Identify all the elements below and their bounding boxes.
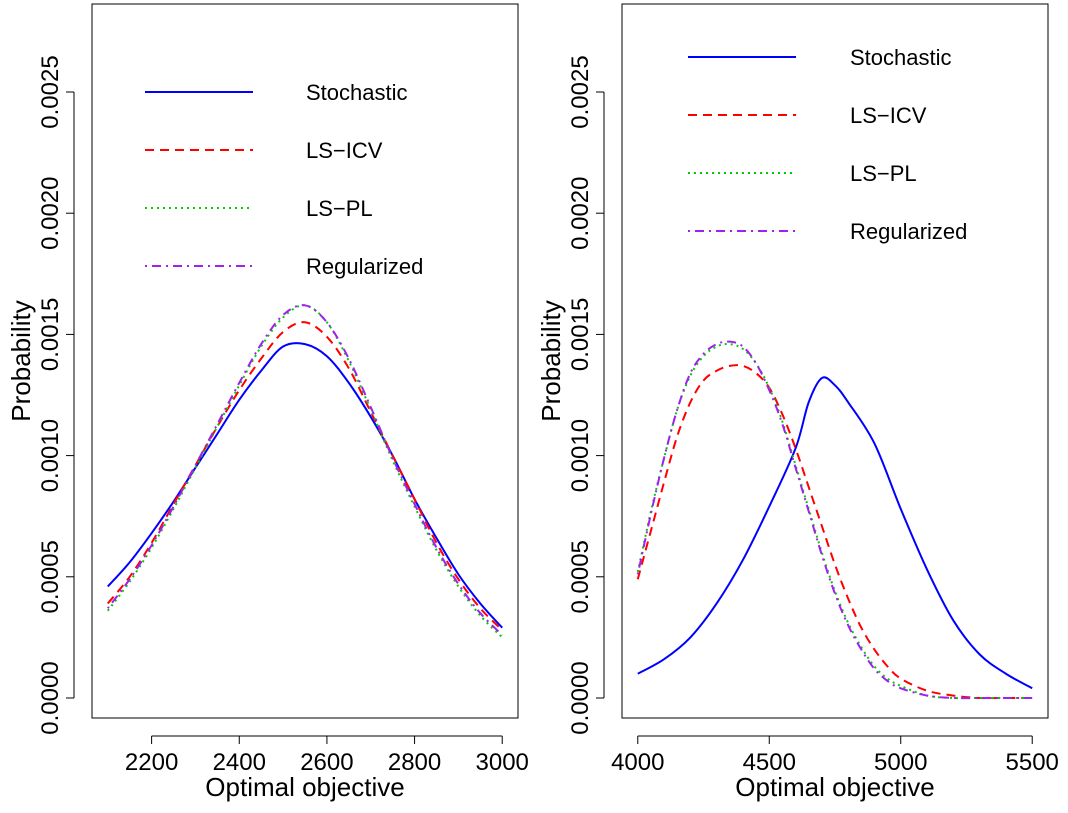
- series-line-2: [107, 321, 503, 631]
- y-tick-label: 0.0020: [567, 176, 594, 249]
- y-axis-label: Probability: [6, 300, 36, 421]
- legend-label: LS−PL: [306, 196, 373, 221]
- y-tick-label: 0.0005: [37, 540, 64, 613]
- y-tick-label: 0.0000: [567, 661, 594, 734]
- chart-panel-2: 4000 4500 5000 5500 Optimal objective 0.0000 0…: [536, 3, 1059, 802]
- series-line-1: [107, 341, 503, 629]
- y-tick-label: 0.0025: [37, 55, 64, 128]
- x-tick-label: 2800: [388, 749, 441, 776]
- x-tick-label: 2600: [300, 749, 353, 776]
- legend-label: Stochastic: [306, 80, 408, 105]
- x-tick-label: 4000: [611, 749, 664, 776]
- series-line-2: [636, 364, 1033, 700]
- x-tick-label: 2400: [213, 749, 266, 776]
- legend-label: Stochastic: [850, 45, 952, 70]
- y-tick-label: 0.0025: [567, 55, 594, 128]
- series-line-4: [636, 340, 1033, 700]
- x-tick-label: 2200: [125, 749, 178, 776]
- y-tick-label: 0.0020: [37, 176, 64, 249]
- y-tick-label: 0.0000: [37, 661, 64, 734]
- x-tick-label: 5500: [1006, 749, 1059, 776]
- legend-label: Regularized: [306, 254, 423, 279]
- legend-label: LS−ICV: [306, 138, 383, 163]
- series-line-1: [637, 376, 1033, 690]
- series-line-3: [636, 343, 1033, 700]
- x-axis-label: Optimal objective: [205, 772, 404, 802]
- legend-label: Regularized: [850, 219, 967, 244]
- legend-label: LS−ICV: [850, 103, 927, 128]
- y-tick-label: 0.0015: [567, 298, 594, 371]
- y-axis-label: Probability: [536, 300, 566, 421]
- x-tick-label: 3000: [476, 749, 529, 776]
- x-tick-label: 5000: [874, 749, 927, 776]
- y-tick-label: 0.0015: [37, 298, 64, 371]
- plot-frame: [91, 3, 519, 719]
- y-tick-label: 0.0010: [567, 419, 594, 492]
- y-tick-label: 0.0010: [37, 419, 64, 492]
- series-line-4: [106, 304, 503, 636]
- legend-label: LS−PL: [850, 161, 917, 186]
- chart-panel-1: 2200 2400 2600 2800 3000 Optimal objective 0.0…: [6, 3, 529, 802]
- series-line-3: [106, 304, 503, 639]
- x-tick-label: 4500: [743, 749, 796, 776]
- plot-frame: [621, 3, 1049, 719]
- x-axis-label: Optimal objective: [735, 772, 934, 802]
- y-tick-label: 0.0005: [567, 540, 594, 613]
